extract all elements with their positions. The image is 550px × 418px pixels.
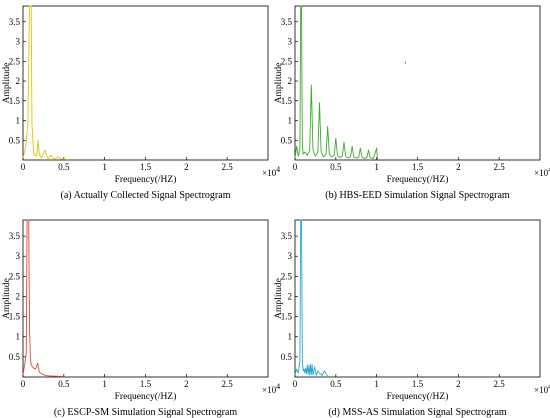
- y-axis-label: Amplitude: [2, 278, 12, 319]
- y-tick-label: 1.5: [281, 96, 293, 106]
- series-line-1: [22, 5, 68, 161]
- x-tick-label: 2: [184, 379, 189, 389]
- y-tick-label: 1: [288, 332, 293, 342]
- x-tick-label: 0: [21, 162, 26, 172]
- x-tick-label: 2.5: [222, 162, 234, 172]
- y-tick-label: 1: [16, 116, 21, 126]
- x-multiplier-label: ×104: [262, 382, 280, 395]
- x-axis-label: Frequency(/HZ): [387, 391, 449, 402]
- y-tick-label: 1.5: [281, 312, 293, 322]
- y-tick-label: 2.5: [9, 56, 21, 66]
- x-multiplier-label: ×104: [262, 165, 280, 178]
- y-axis-label: Amplitude: [274, 63, 284, 104]
- x-tick-label: 1: [102, 379, 107, 389]
- y-tick-label: 3.5: [9, 17, 21, 27]
- x-multiplier-label: ×104: [534, 382, 550, 395]
- x-axis-label: Frequency(/HZ): [115, 174, 177, 185]
- panel-caption: (d) MSS-AS Simulation Signal Spectrogram: [328, 407, 507, 418]
- panel-c: 0.5 1 1.5 2 2.5 3 3.5 0 0.5 1 1.5 2 2.5 ×104 Frequency…: [2, 219, 280, 418]
- y-tick-label: 1: [16, 332, 21, 342]
- panel-caption: (c) ESCP-SM Simulation Signal Spectrogra…: [54, 407, 238, 418]
- panel-caption: (a) Actually Collected Signal Spectrogra…: [61, 190, 231, 201]
- y-tick-label: 3: [16, 37, 21, 47]
- x-tick-label: 1.5: [412, 379, 424, 389]
- y-tick-label: 2.5: [281, 271, 293, 281]
- x-tick-label: 1: [374, 162, 379, 172]
- x-tick-label: 0.5: [58, 162, 70, 172]
- plot-frame: [22, 5, 269, 161]
- y-axis-label: Amplitude: [2, 63, 12, 104]
- plot-frame: [294, 5, 541, 161]
- y-tick-label: 2.5: [281, 56, 293, 66]
- x-tick-label: 1.5: [140, 379, 152, 389]
- x-tick-label: 2.5: [494, 379, 506, 389]
- y-tick-label: 1.5: [9, 312, 21, 322]
- y-tick-label: 0.5: [9, 135, 21, 145]
- y-tick-label: 1.5: [9, 96, 21, 106]
- x-tick-label: 2: [456, 379, 461, 389]
- x-tick-label: 2.5: [494, 162, 506, 172]
- panel-a: 0.5 1 1.5 2 2.5 3 3.5 0 0.5 1 1.5 2 2.5 ×104 Frequency…: [2, 5, 280, 201]
- x-tick-label: 1: [102, 162, 107, 172]
- x-multiplier-label: ×104: [534, 165, 550, 178]
- y-tick-label: 0.5: [281, 135, 293, 145]
- y-tick-label: 3: [16, 251, 21, 261]
- y-tick-label: 1: [288, 116, 293, 126]
- panel-d: 0.5 1 1.5 2 2.5 3 3.5 0 0.5 1 1.5 2 2.5 ×104 Frequency…: [274, 219, 550, 418]
- x-tick-label: 0.5: [330, 162, 342, 172]
- plot-frame: [22, 219, 269, 378]
- x-tick-label: 0: [21, 379, 26, 389]
- x-tick-label: 2: [456, 162, 461, 172]
- y-tick-label: 0.5: [9, 352, 21, 362]
- panel-b: 0.5 1 1.5 2 2.5 3 3.5 0 0.5 1 1.5 2 2.5 ×104 Frequency…: [274, 5, 550, 201]
- y-tick-label: 3.5: [9, 231, 21, 241]
- y-tick-label: 3.5: [281, 231, 293, 241]
- x-axis-label: Frequency(/HZ): [387, 174, 449, 185]
- x-tick-label: 1.5: [412, 162, 424, 172]
- y-tick-label: 2: [288, 76, 293, 86]
- x-tick-label: 0: [293, 379, 298, 389]
- y-tick-label: 2: [16, 291, 21, 301]
- x-tick-label: 0.5: [330, 379, 342, 389]
- series-line-1: [294, 5, 378, 160]
- x-tick-label: 2.5: [222, 379, 234, 389]
- x-tick-label: 1: [374, 379, 379, 389]
- y-tick-label: 3: [288, 251, 293, 261]
- series-line-1: [294, 219, 329, 377]
- y-tick-label: 3: [288, 37, 293, 47]
- x-axis-label: Frequency(/HZ): [115, 391, 177, 402]
- y-tick-label: 2: [16, 76, 21, 86]
- y-axis-label: Amplitude: [274, 278, 284, 319]
- y-tick-label: 2.5: [9, 271, 21, 281]
- x-tick-label: 2: [184, 162, 189, 172]
- x-tick-label: 1.5: [140, 162, 152, 172]
- y-tick-label: 3.5: [281, 17, 293, 27]
- panel-caption: (b) HBS-EED Simulation Signal Spectrogra…: [325, 190, 510, 201]
- plot-frame: [294, 219, 541, 378]
- y-tick-label: 2: [288, 291, 293, 301]
- series-line-1: [22, 219, 64, 378]
- x-tick-label: 0: [293, 162, 298, 172]
- x-tick-label: 0.5: [58, 379, 70, 389]
- y-tick-label: 0.5: [281, 352, 293, 362]
